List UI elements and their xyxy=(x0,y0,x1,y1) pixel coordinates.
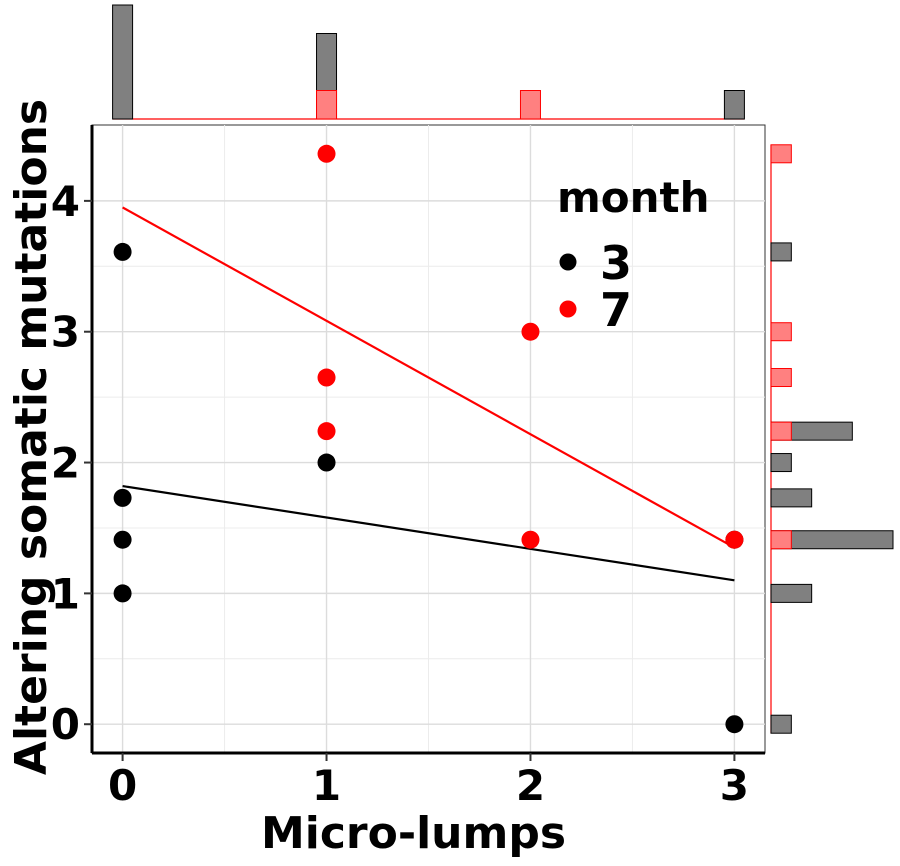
top-hist-bar-month-7 xyxy=(519,90,541,120)
right-hist-bar-month-7 xyxy=(770,530,792,550)
point-month-3 xyxy=(113,584,132,603)
point-month-3 xyxy=(725,715,744,734)
fit-line-3 xyxy=(122,485,735,582)
right-hist-bar-month-3 xyxy=(770,242,792,262)
right-hist-bar-month-7 xyxy=(770,368,792,388)
legend-label-7: 7 xyxy=(600,283,632,337)
y-axis-label: Altering somatic mutations xyxy=(6,99,57,775)
fit-lines xyxy=(122,206,735,582)
grid-lines xyxy=(92,125,765,753)
right-hist-bar-month-3 xyxy=(770,714,792,734)
right-hist-bar-month-3 xyxy=(770,488,813,508)
y-tick-label: 1 xyxy=(51,569,80,618)
x-tick-label: 3 xyxy=(720,761,749,810)
y-tick-label: 0 xyxy=(51,700,80,749)
legend-title: month xyxy=(557,173,710,222)
point-month-3 xyxy=(113,242,132,261)
top-hist-bar-month-3 xyxy=(723,90,745,120)
point-month-7 xyxy=(521,322,540,341)
legend: month 37 xyxy=(557,173,710,337)
x-tick-label: 1 xyxy=(312,761,341,810)
legend-key-7 xyxy=(559,300,577,318)
top-hist-bar-month-3 xyxy=(112,4,134,120)
right-hist-bar-month-7 xyxy=(770,322,792,342)
point-month-3 xyxy=(113,530,132,549)
point-month-3 xyxy=(113,488,132,507)
right-hist-bar-month-3 xyxy=(770,583,813,603)
data-points xyxy=(113,144,744,734)
point-month-7 xyxy=(725,530,744,549)
right-marginal-histogram xyxy=(770,144,894,734)
legend-key-3 xyxy=(559,253,577,271)
y-tick-label: 3 xyxy=(51,308,80,357)
point-month-7 xyxy=(317,422,336,441)
y-tick-label: 4 xyxy=(51,177,80,226)
y-tick-label: 2 xyxy=(51,439,80,488)
right-hist-bar-month-7 xyxy=(770,421,792,441)
point-month-7 xyxy=(521,530,540,549)
point-month-3 xyxy=(317,453,336,472)
point-month-7 xyxy=(317,144,336,163)
fit-line-7 xyxy=(122,206,735,549)
axes: 0 1 2 3 0 1 2 3 4 xyxy=(51,125,765,810)
legend-label-3: 3 xyxy=(600,236,632,290)
right-hist-bar-month-7 xyxy=(770,144,792,164)
x-axis-label: Micro-lumps xyxy=(261,808,566,859)
right-hist-bar-month-3 xyxy=(770,453,792,473)
x-tick-label: 0 xyxy=(108,761,137,810)
point-month-7 xyxy=(317,368,336,387)
top-hist-bar-month-7 xyxy=(316,90,338,120)
plot-panel: month 37 xyxy=(91,124,766,754)
top-marginal-histogram xyxy=(112,4,745,120)
x-tick-label: 2 xyxy=(516,761,545,810)
